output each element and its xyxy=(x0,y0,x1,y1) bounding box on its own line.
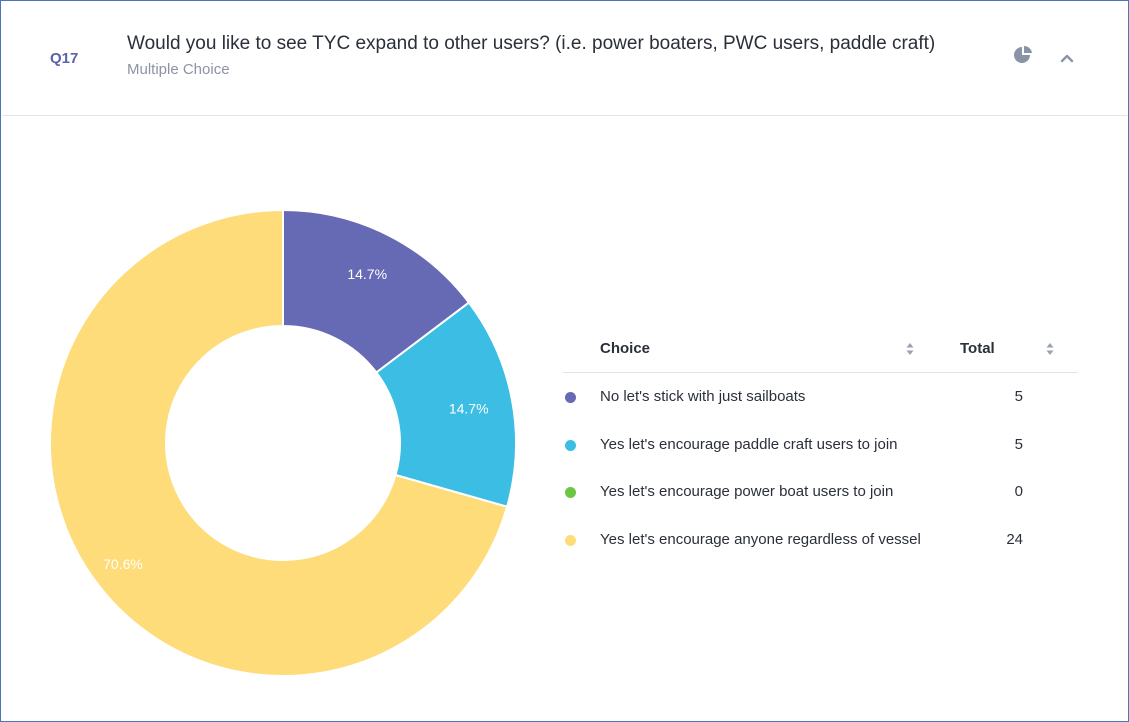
legend-choice-label: Yes let's encourage anyone regardless of… xyxy=(600,530,921,548)
legend-total-value: 24 xyxy=(1006,530,1023,548)
legend-color-dot xyxy=(565,392,576,403)
sort-icon[interactable] xyxy=(905,340,915,358)
sort-icon[interactable] xyxy=(1045,340,1055,358)
legend-header: Choice Total xyxy=(563,326,1078,373)
legend-color-dot xyxy=(565,439,576,451)
pie-slice[interactable] xyxy=(49,208,509,677)
legend-color-dot xyxy=(565,534,576,546)
column-header-total[interactable]: Total xyxy=(960,340,995,357)
slice-percent-label: 14.7% xyxy=(347,266,387,282)
legend-row[interactable]: Yes let's encourage paddle craft users t… xyxy=(563,421,1078,469)
legend-row[interactable]: Yes let's encourage anyone regardless of… xyxy=(563,516,1078,564)
legend-row[interactable]: No let's stick with just sailboats 5 xyxy=(563,373,1078,421)
legend-table: Choice Total No let's stick with just sa… xyxy=(563,326,1078,563)
collapse-button[interactable] xyxy=(1054,45,1080,71)
question-header: Q17 Would you like to see TYC expand to … xyxy=(2,2,1127,116)
legend-total-value: 0 xyxy=(1014,483,1023,500)
pie-slice[interactable] xyxy=(282,208,471,374)
legend-choice-label: Yes let's encourage paddle craft users t… xyxy=(600,435,898,453)
legend-row[interactable]: Yes let's encourage power boat users to … xyxy=(563,468,1078,516)
legend-total-value: 5 xyxy=(1014,388,1023,405)
chart-type-button[interactable] xyxy=(1010,42,1036,68)
pie-slice[interactable] xyxy=(374,301,517,508)
slice-percent-label: 70.6% xyxy=(103,556,143,572)
legend-choice-label: No let's stick with just sailboats xyxy=(600,388,806,405)
question-type: Multiple Choice xyxy=(127,61,230,78)
chevron-up-icon xyxy=(1060,54,1074,63)
legend-color-dot xyxy=(565,487,576,498)
question-title: Would you like to see TYC expand to othe… xyxy=(127,33,936,54)
pie-chart-icon xyxy=(1014,45,1032,63)
column-header-choice[interactable]: Choice xyxy=(600,340,651,357)
legend-rows: No let's stick with just sailboats 5 Yes l… xyxy=(563,373,1078,563)
legend-total-value: 5 xyxy=(1014,435,1023,453)
legend-choice-label: Yes let's encourage power boat users to … xyxy=(600,483,894,500)
question-number: Q17 xyxy=(50,50,79,67)
slice-percent-label: 14.7% xyxy=(449,400,489,416)
